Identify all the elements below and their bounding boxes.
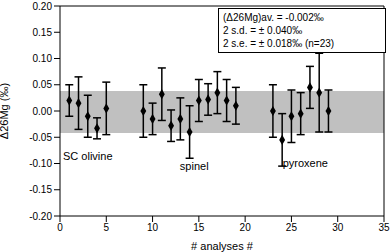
svg-text:30: 30 (332, 222, 344, 233)
svg-text:# analyses #: # analyses # (191, 240, 254, 252)
html-text:(Δ26Mg)av. = -0.002‰: (Δ26Mg)av. = -0.002‰ (223, 12, 324, 23)
svg-text:-0.15: -0.15 (29, 184, 52, 195)
svg-text:0.10: 0.10 (33, 53, 53, 64)
html-text:2 s.d. = ± 0.040‰: 2 s.d. = ± 0.040‰ (223, 25, 303, 36)
svg-text:SC olivine: SC olivine (63, 150, 113, 162)
svg-text:20: 20 (240, 222, 252, 233)
svg-text:0.20: 0.20 (33, 1, 53, 12)
svg-text:Δ26Mg (‰): Δ26Mg (‰) (8, 83, 10, 139)
svg-text:-0.05: -0.05 (29, 132, 52, 143)
svg-text:35: 35 (378, 222, 384, 233)
svg-text:5: 5 (104, 222, 110, 233)
svg-text:15: 15 (193, 222, 205, 233)
svg-text:-0.10: -0.10 (29, 158, 52, 169)
svg-text:pyroxene: pyroxene (283, 157, 328, 169)
svg-text:0.00: 0.00 (33, 106, 53, 117)
svg-text:0: 0 (57, 222, 63, 233)
html-text:2 s.e. = ± 0.018‰ (n=23): 2 s.e. = ± 0.018‰ (n=23) (223, 38, 335, 49)
svg-text:0.05: 0.05 (33, 79, 53, 90)
svg-text:spinel: spinel (180, 160, 209, 172)
svg-text:10: 10 (147, 222, 159, 233)
svg-text:0.15: 0.15 (33, 27, 53, 38)
svg-text:-0.20: -0.20 (29, 211, 52, 222)
svg-text:25: 25 (286, 222, 298, 233)
